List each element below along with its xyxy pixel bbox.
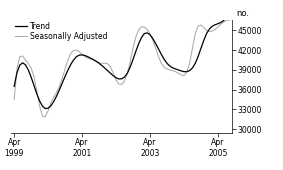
Seasonally Adjusted: [103, 62, 106, 64]
Trend: [228, 11, 231, 13]
Seasonally Adjusted: [58, 85, 61, 87]
Trend: [44, 107, 47, 109]
Line: Seasonally Adjusted: Seasonally Adjusted: [14, 20, 229, 117]
Trend: [134, 50, 138, 52]
Trend: [103, 67, 106, 69]
Seasonally Adjusted: [44, 116, 47, 118]
Seasonally Adjusted: [12, 99, 16, 101]
Trend: [12, 85, 16, 87]
Seasonally Adjusted: [109, 66, 112, 68]
Trend: [89, 57, 92, 59]
Trend: [109, 72, 112, 74]
Trend: [86, 56, 89, 58]
Text: no.: no.: [237, 9, 250, 18]
Seasonally Adjusted: [89, 58, 92, 60]
Line: Trend: Trend: [14, 12, 229, 108]
Trend: [58, 89, 61, 91]
Seasonally Adjusted: [228, 19, 231, 21]
Seasonally Adjusted: [134, 36, 138, 38]
Legend: Trend, Seasonally Adjusted: Trend, Seasonally Adjusted: [15, 22, 107, 41]
Seasonally Adjusted: [86, 57, 89, 59]
